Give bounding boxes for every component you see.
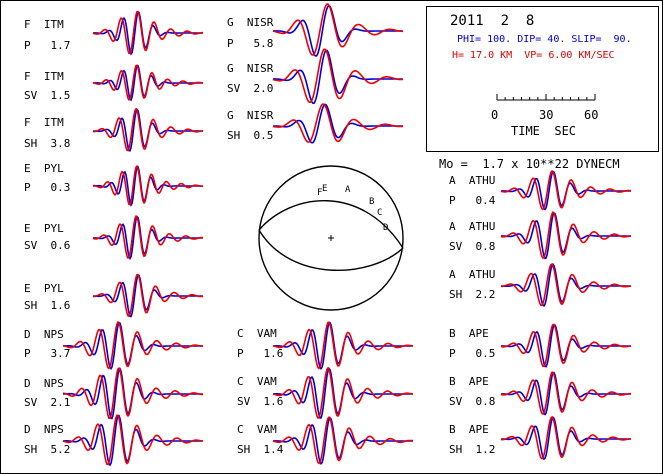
trace-station-label: C VAM <box>237 423 277 436</box>
station-marker: E <box>322 184 327 194</box>
station-marker: D <box>383 223 388 233</box>
synthetic-trace <box>500 323 632 368</box>
trace-station-label: D NPS <box>24 377 64 390</box>
trace-component-label: SV 0.6 <box>24 239 71 252</box>
fault-params: PHI= 100. DIP= 40. SLIP= 90. <box>457 34 632 45</box>
trace-component-label: SV 1.5 <box>24 89 71 102</box>
synthetic-trace <box>93 164 203 206</box>
trace-station-label: G NISR <box>227 109 274 122</box>
trace-station-label: G NISR <box>227 62 274 75</box>
trace-component-label: P 3.7 <box>24 347 71 360</box>
trace-component-label: SH 3.8 <box>24 137 71 150</box>
trace-component-label: SH 1.6 <box>24 299 71 312</box>
time-tick-60: 60 <box>584 108 599 122</box>
synthetic-trace <box>63 366 203 419</box>
trace-component-label: SH 0.5 <box>227 129 274 142</box>
trace-component-label: SV 0.8 <box>449 240 496 253</box>
trace-component-label: SH 2.2 <box>449 288 496 301</box>
trace-component-label: P 1.6 <box>237 347 284 360</box>
synthetic-trace <box>92 64 204 102</box>
synthetic-trace <box>500 169 632 211</box>
observed-trace <box>501 416 631 461</box>
nodal-plane <box>258 200 404 249</box>
trace-station-label: D NPS <box>24 423 64 436</box>
station-marker: C <box>377 208 382 218</box>
synthetic-trace <box>93 107 204 152</box>
trace-station-label: C VAM <box>237 327 277 340</box>
trace-station-label: G NISR <box>227 16 274 29</box>
synthetic-trace <box>92 10 204 55</box>
trace-component-label: SH 1.2 <box>449 443 496 456</box>
observed-trace <box>273 4 403 58</box>
info-box: 2011 2 8 PHI= 100. DIP= 40. SLIP= 90. H=… <box>426 6 659 152</box>
trace-component-label: SH 5.2 <box>24 443 71 456</box>
observed-trace <box>273 416 413 465</box>
nodal-plane <box>258 229 404 271</box>
focal-sphere <box>258 165 404 311</box>
time-tick-0: 0 <box>491 108 499 122</box>
trace-station-label: C VAM <box>237 375 277 388</box>
observed-trace <box>93 215 203 261</box>
trace-component-label: SV 2.1 <box>24 396 71 409</box>
trace-station-label: A ATHU <box>449 174 496 187</box>
synthetic-trace <box>92 214 203 260</box>
trace-station-label: E PYL <box>24 282 64 295</box>
synthetic-trace <box>272 48 403 104</box>
trace-station-label: D NPS <box>24 328 64 341</box>
trace-component-label: P 0.5 <box>449 347 496 360</box>
trace-station-label: F ITM <box>24 70 64 83</box>
time-axis-title: TIME SEC <box>511 124 577 138</box>
observed-trace <box>501 170 631 211</box>
trace-station-label: E PYL <box>24 222 64 235</box>
observed-trace <box>273 103 403 144</box>
synthetic-trace <box>500 263 632 307</box>
trace-station-label: F ITM <box>24 18 64 31</box>
synthetic-trace <box>501 415 632 460</box>
trace-station-label: A ATHU <box>449 268 496 281</box>
observed-trace <box>93 11 203 56</box>
trace-component-label: P 0.4 <box>449 194 496 207</box>
seismic-moment: Mo = 1.7 x 10**22 DYNECM <box>439 157 620 171</box>
trace-station-label: F ITM <box>24 116 64 129</box>
trace-station-label: A ATHU <box>449 220 496 233</box>
trace-station-label: B APE <box>449 327 489 340</box>
trace-component-label: SV 0.8 <box>449 395 496 408</box>
station-marker: F <box>317 188 322 198</box>
synthetic-trace <box>62 320 204 370</box>
trace-station-label: B APE <box>449 375 489 388</box>
synthetic-trace <box>500 371 632 416</box>
station-marker: A <box>345 185 351 195</box>
trace-component-label: SV 1.6 <box>237 395 284 408</box>
synthetic-trace <box>93 273 203 318</box>
time-tick-30: 30 <box>539 108 554 122</box>
trace-component-label: P 5.8 <box>227 37 274 50</box>
synthetic-trace <box>272 321 414 370</box>
event-date: 2011 2 8 <box>450 13 535 29</box>
synthetic-trace <box>272 103 403 143</box>
synthetic-trace <box>62 414 204 466</box>
depth-velocity-params: H= 17.0 KM VP= 6.00 KM/SEC <box>452 50 615 61</box>
trace-component-label: P 1.7 <box>24 39 71 52</box>
synthetic-trace <box>272 366 414 420</box>
observed-trace <box>501 371 631 416</box>
trace-station-label: B APE <box>449 423 489 436</box>
station-marker: B <box>369 197 374 207</box>
synthetic-trace <box>272 415 414 465</box>
trace-component-label: SH 1.4 <box>237 443 284 456</box>
trace-component-label: P 0.3 <box>24 181 71 194</box>
trace-station-label: E PYL <box>24 162 64 175</box>
observed-trace <box>93 274 203 318</box>
synthetic-trace <box>272 3 403 56</box>
synthetic-trace <box>500 211 632 260</box>
trace-component-label: SV 2.0 <box>227 82 274 95</box>
